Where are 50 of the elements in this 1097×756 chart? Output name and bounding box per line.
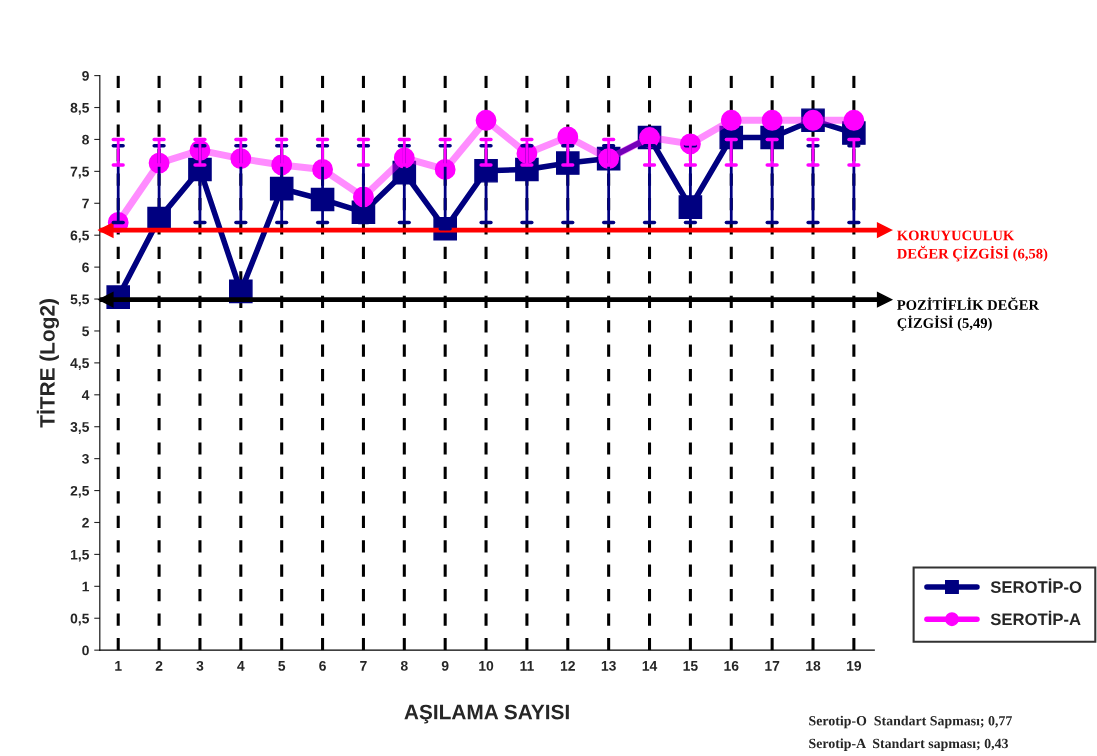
- y-tick-label: 3: [82, 453, 89, 464]
- x-tick-label: 11: [520, 661, 534, 671]
- point: [475, 109, 497, 131]
- y-tick-label: 0,5: [70, 613, 90, 626]
- x-tick-label: 17: [765, 661, 780, 671]
- y-tick-label: 4,5: [70, 358, 90, 371]
- y-tick-label: 0: [82, 645, 89, 656]
- y-tick-label: 1: [82, 581, 90, 592]
- y-tick-label: 8: [82, 134, 89, 145]
- y-tick-label: 4: [81, 390, 90, 400]
- y-tick-label: 2,5: [70, 485, 90, 498]
- y-tick-label: 2: [82, 517, 89, 528]
- x-tick-label: 2: [155, 660, 163, 671]
- x-tick-label: 15: [683, 661, 698, 671]
- x-tick-label: 5: [278, 661, 286, 671]
- legend-label: SEROTİP-A: [990, 610, 1081, 626]
- x-tick-label: 9: [441, 660, 449, 671]
- y-tick-label: 7: [82, 198, 89, 209]
- text: Serotip-A Standart sapması; 0,43: [809, 738, 1009, 751]
- y-axis-title: TİTRE (Log2): [36, 299, 59, 428]
- x-tick-label: 16: [724, 660, 739, 671]
- x-tick-label: 4: [237, 661, 245, 671]
- point: [843, 109, 865, 131]
- x-tick-label: 13: [601, 660, 616, 671]
- x-tick-label: 7: [360, 661, 367, 671]
- x-tick-label: 18: [806, 660, 821, 671]
- y-tick-label: 5,5: [70, 294, 90, 307]
- y-tick-label: 3,5: [70, 422, 90, 434]
- y-tick-label: 5: [82, 326, 90, 337]
- x-tick-label: 1: [115, 661, 122, 671]
- text: Serotip-O Standart Sapması; 0,77: [809, 715, 1013, 729]
- point: [720, 109, 742, 131]
- x-tick-label: 3: [196, 660, 204, 671]
- legend-label: SEROTİP-O: [990, 578, 1082, 593]
- y-tick-label: 7,5: [70, 166, 90, 179]
- x-tick-label: 8: [400, 660, 408, 671]
- x-tick-label: 10: [479, 660, 494, 671]
- x-tick-label: 6: [319, 660, 326, 671]
- legend-label: POZİTİFLİK DEĞER ÇİZGİSİ (5,49): [897, 297, 1040, 331]
- x-tick-label: 12: [560, 660, 575, 671]
- x-tick-label: 19: [847, 660, 862, 671]
- legend-label: KORUYUCULUK DEĞER ÇİZGİSİ (6,58): [897, 230, 1048, 262]
- y-tick-label: 6,5: [70, 230, 90, 243]
- x-axis-title: AŞILAMA SAYISI: [404, 704, 569, 724]
- y-tick-label: 8,5: [70, 102, 90, 115]
- point: [761, 109, 783, 131]
- y-tick-label: 6: [82, 262, 89, 273]
- x-tick-label: 14: [642, 661, 658, 671]
- y-tick-label: 1,5: [70, 549, 90, 562]
- y-tick-label: 9: [82, 70, 89, 81]
